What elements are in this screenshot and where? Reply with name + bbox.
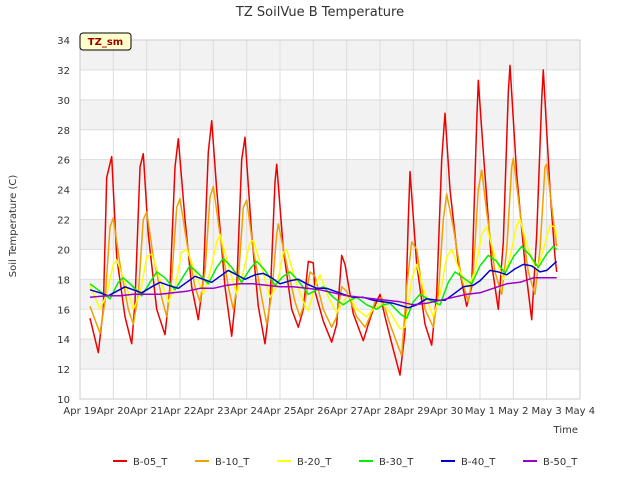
y-tick-label: 14 <box>57 335 70 346</box>
x-tick-label: Apr 23 <box>197 406 230 417</box>
plot-band <box>80 339 580 370</box>
x-tick-label: Apr 27 <box>330 406 363 417</box>
y-tick-label: 18 <box>57 275 70 286</box>
x-axis-label: Time <box>553 425 578 436</box>
site-tag: TZ_sm <box>79 32 132 51</box>
x-tick-label: Apr 19 <box>63 406 96 417</box>
legend-label: B-30_T <box>379 457 414 468</box>
x-tick-labels: Apr 19 Apr 20 Apr 21 Apr 22 Apr 23 Apr 24 Apr … <box>63 406 595 417</box>
site-tag-box <box>79 32 132 51</box>
legend-label: B-10_T <box>215 457 250 468</box>
x-tick-label: Apr 22 <box>163 406 196 417</box>
plot-frame <box>79 39 581 400</box>
y-tick-label: 20 <box>57 245 70 256</box>
legend-label: B-20_T <box>297 457 332 468</box>
y-tick-labels: 10 12 14 16 18 20 22 24 26 28 30 32 34 <box>57 36 70 406</box>
x-tick-label: Apr 30 <box>430 406 463 417</box>
y-tick-label: 12 <box>57 365 70 376</box>
x-tick-label: May 3 <box>532 406 562 417</box>
y-tick-label: 30 <box>57 96 70 107</box>
site-tag-label: TZ_sm <box>88 37 123 48</box>
y-axis-label: Soil Temperature (C) <box>8 175 19 278</box>
legend-item: B-50_T <box>523 457 578 468</box>
plot-band <box>80 99 580 130</box>
legend-label: B-40_T <box>461 457 496 468</box>
y-tick-label: 34 <box>57 36 70 47</box>
legend-item: B-40_T <box>441 457 496 468</box>
legend-item: B-30_T <box>359 457 414 468</box>
x-tick-label: Apr 29 <box>397 406 430 417</box>
plot-band <box>80 159 580 190</box>
y-tick-label: 26 <box>57 156 70 167</box>
y-tick-label: 10 <box>57 395 70 406</box>
x-tick-label: Apr 21 <box>130 406 163 417</box>
x-tick-label: May 2 <box>498 406 528 417</box>
y-tick-label: 24 <box>57 186 70 197</box>
x-tick-label: May 1 <box>465 406 495 417</box>
plot-band <box>80 40 580 70</box>
series-line-b-20-t <box>89 218 558 330</box>
x-tick-label: Apr 26 <box>297 406 330 417</box>
y-tick-label: 32 <box>57 66 70 77</box>
legend-label: B-05_T <box>133 457 168 468</box>
legend-item: B-10_T <box>195 457 250 468</box>
x-tick-label: Apr 25 <box>263 406 296 417</box>
x-tick-label: Apr 28 <box>363 406 396 417</box>
series-lines <box>89 64 558 376</box>
legend-item: B-05_T <box>113 457 168 468</box>
x-tick-label: May 4 <box>565 406 595 417</box>
plot-band <box>80 219 580 250</box>
x-tick-label: Apr 20 <box>97 406 130 417</box>
legend-item: B-20_T <box>277 457 332 468</box>
legend-label: B-50_T <box>543 457 578 468</box>
legend: B-05_T B-10_T B-20_T B-30_T B-40_T B-50_T <box>113 457 578 468</box>
series-line-b-40-t <box>89 260 558 309</box>
plot-bands <box>80 40 580 370</box>
series-line-b-50-t <box>89 277 557 306</box>
y-tick-label: 16 <box>57 305 70 316</box>
y-tick-label: 28 <box>57 126 70 137</box>
chart-title: TZ SoilVue B Temperature <box>235 5 404 20</box>
x-tick-label: Apr 24 <box>230 406 263 417</box>
y-tick-label: 22 <box>57 216 70 227</box>
